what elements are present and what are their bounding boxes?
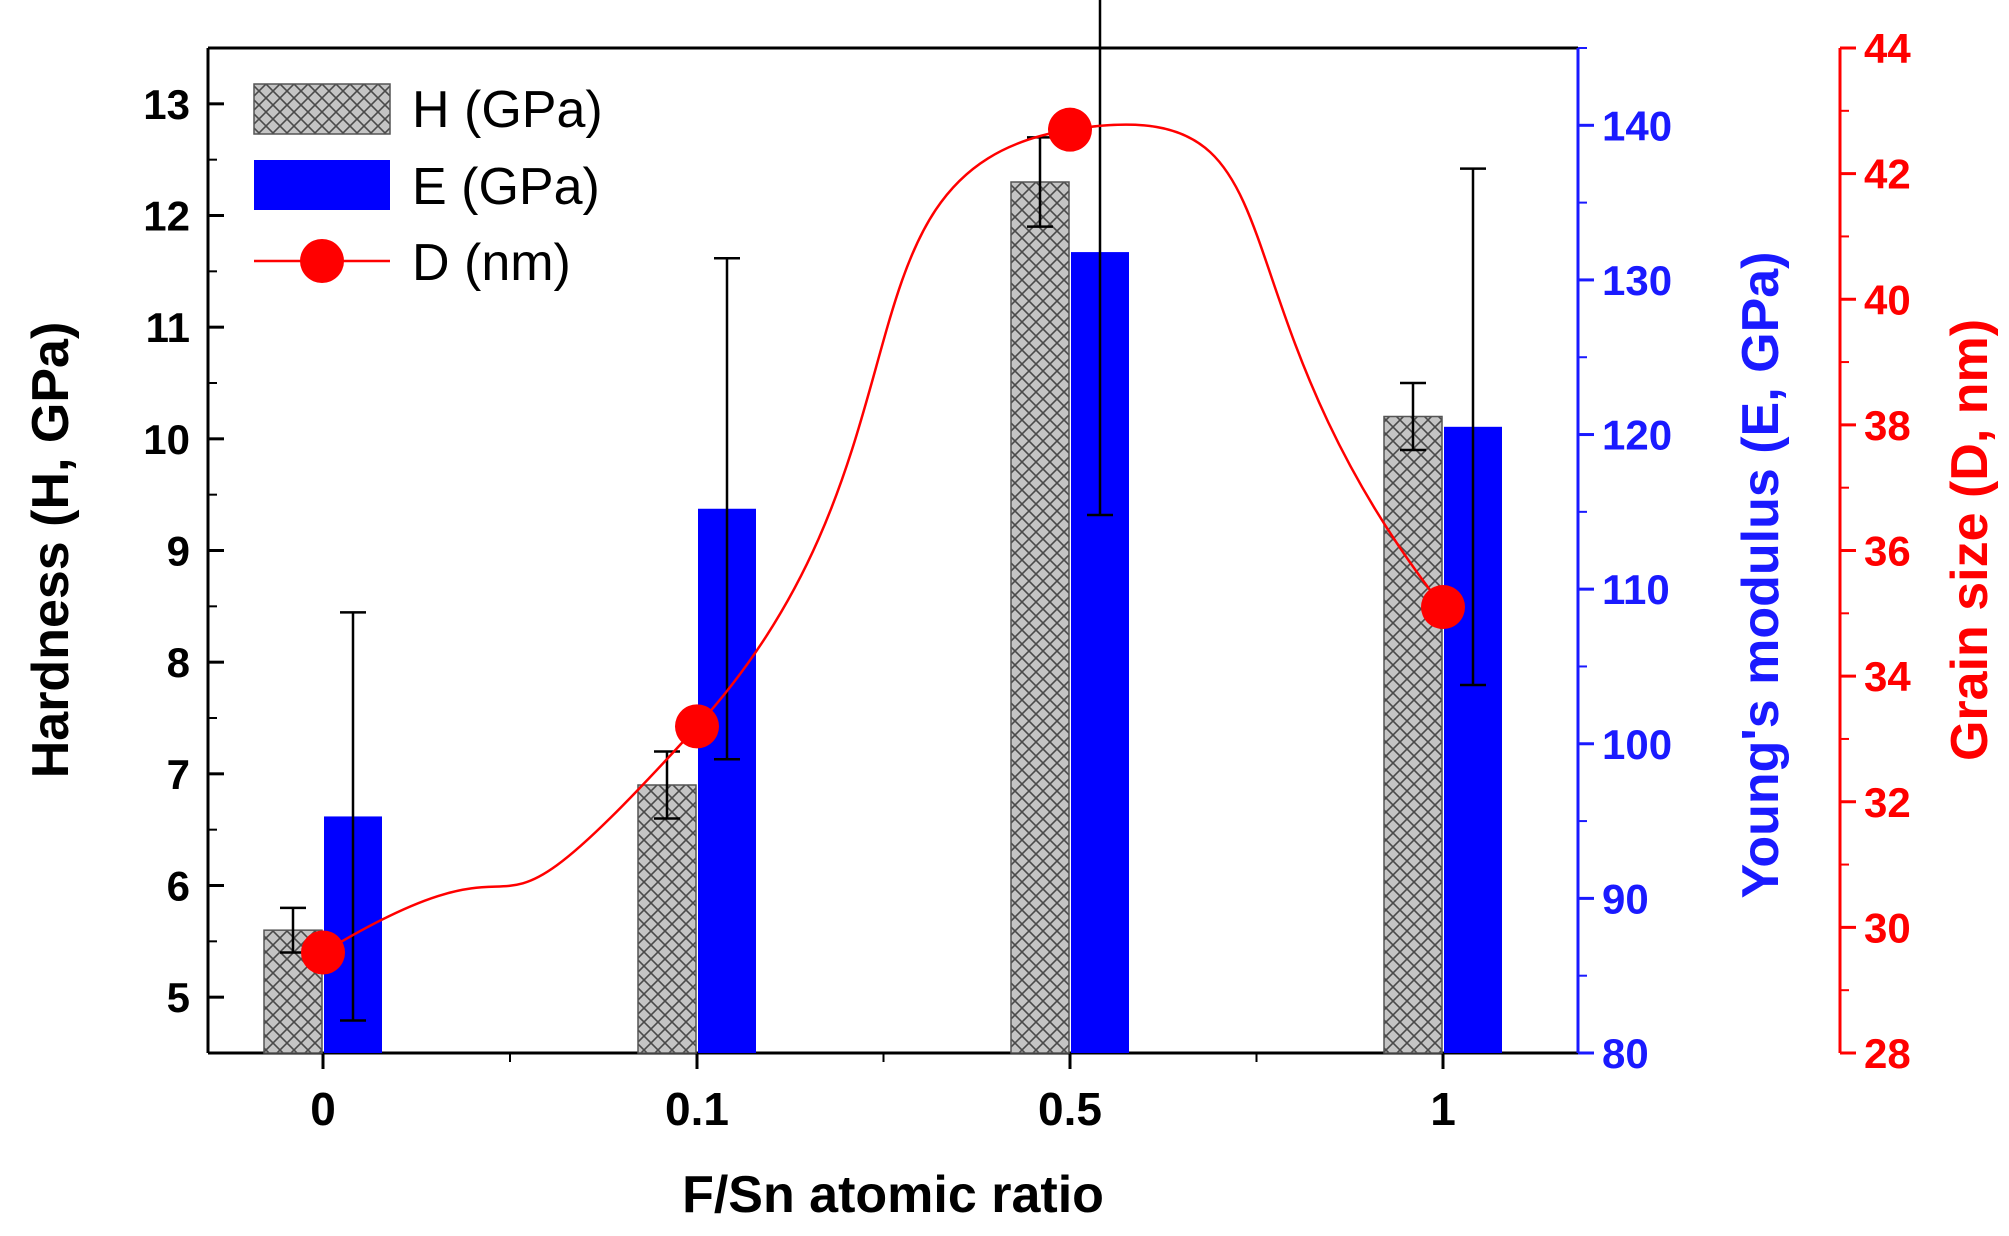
right-e-tick-label: 130 <box>1602 257 1672 304</box>
x-axis-ticks: 0 0.1 0.5 1 <box>310 1053 1456 1135</box>
left-tick-label: 6 <box>167 863 190 910</box>
grain-size-point <box>301 930 345 975</box>
right-d-tick-label: 34 <box>1864 653 1911 700</box>
x-tick-label: 0 <box>310 1083 336 1135</box>
legend-label-h: H (GPa) <box>412 81 603 139</box>
left-tick-label: 8 <box>167 639 190 686</box>
left-tick-label: 13 <box>143 81 190 128</box>
grain-size-point <box>675 704 719 749</box>
x-tick-label: 1 <box>1430 1083 1456 1135</box>
grain-size-points <box>301 107 1465 975</box>
x-tick-label: 0.5 <box>1038 1083 1102 1135</box>
right-axis-d-title: Grain size (D, nm) <box>1941 319 1999 761</box>
right-axis-e-ticks: 80 90 100 110 120 130 140 <box>1578 47 1672 1077</box>
error-bars <box>280 0 1486 1022</box>
right-d-tick-label: 42 <box>1864 151 1911 198</box>
legend-swatch-e <box>254 160 390 210</box>
legend: H (GPa) E (GPa) D (nm) <box>253 81 603 292</box>
hardness-bar <box>637 784 697 1054</box>
right-axis-d-ticks: 28 30 32 34 36 38 40 42 44 <box>1840 25 1911 1077</box>
right-axis-e-title: Young's modulus (E, GPa) <box>1732 252 1790 899</box>
hardness-bar <box>1010 181 1070 1054</box>
left-tick-label: 9 <box>167 528 190 575</box>
right-d-tick-label: 36 <box>1864 528 1911 575</box>
right-e-tick-label: 120 <box>1602 412 1672 459</box>
right-d-tick-label: 32 <box>1864 779 1911 826</box>
right-d-tick-label: 30 <box>1864 904 1911 951</box>
grain-size-point <box>1421 585 1465 630</box>
legend-swatch-h <box>253 83 391 135</box>
left-tick-label: 10 <box>143 416 190 463</box>
right-e-tick-label: 110 <box>1602 566 1670 613</box>
right-e-tick-label: 80 <box>1602 1030 1649 1077</box>
legend-swatch-d-marker <box>300 239 344 283</box>
right-d-tick-label: 38 <box>1864 402 1911 449</box>
right-d-tick-label: 40 <box>1864 276 1911 323</box>
grain-size-curve <box>322 123 1444 954</box>
right-e-tick-label: 100 <box>1602 721 1672 768</box>
x-axis-title: F/Sn atomic ratio <box>682 1166 1104 1224</box>
left-tick-label: 5 <box>167 974 190 1021</box>
left-axis-ticks: 5 6 7 8 9 10 11 12 13 <box>143 81 224 1021</box>
legend-label-e: E (GPa) <box>412 158 600 216</box>
hardness-series <box>263 181 1443 1054</box>
hardness-bar <box>1383 415 1443 1054</box>
left-axis-title: Hardness (H, GPa) <box>22 322 80 779</box>
grain-size-point <box>1048 107 1092 152</box>
right-e-tick-label: 90 <box>1602 875 1649 922</box>
right-d-tick-label: 28 <box>1864 1030 1911 1077</box>
right-e-tick-label: 140 <box>1602 102 1672 149</box>
left-tick-label: 11 <box>146 304 190 351</box>
modulus-series <box>324 252 1502 1054</box>
legend-label-d: D (nm) <box>412 234 571 292</box>
right-d-tick-label: 44 <box>1864 25 1911 72</box>
left-tick-label: 12 <box>143 193 190 240</box>
x-tick-label: 0.1 <box>665 1083 729 1135</box>
left-tick-label: 7 <box>167 751 190 798</box>
